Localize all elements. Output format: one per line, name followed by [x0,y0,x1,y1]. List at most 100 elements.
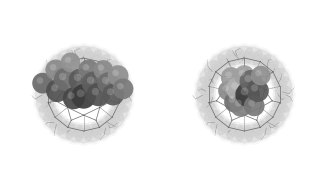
Circle shape [50,64,56,71]
Circle shape [68,92,74,99]
Circle shape [93,124,111,141]
Circle shape [209,53,227,70]
Circle shape [201,95,217,110]
Circle shape [74,74,81,81]
Circle shape [262,119,279,136]
Circle shape [53,115,69,130]
Circle shape [63,87,85,109]
Circle shape [32,73,53,94]
Circle shape [209,109,224,125]
Circle shape [35,85,53,104]
Circle shape [218,121,236,139]
Circle shape [108,112,125,130]
Circle shape [57,121,75,139]
Circle shape [92,54,107,70]
Circle shape [57,50,75,68]
Circle shape [101,53,119,70]
Circle shape [269,102,285,118]
Circle shape [76,123,92,138]
Circle shape [37,67,54,85]
Circle shape [102,84,124,105]
Circle shape [221,54,236,70]
Circle shape [84,52,99,67]
Circle shape [235,125,254,143]
Circle shape [244,75,252,82]
Circle shape [195,85,214,104]
Circle shape [84,122,99,137]
Circle shape [98,115,114,130]
Circle shape [107,88,114,95]
Circle shape [260,54,278,73]
Circle shape [255,70,261,76]
Circle shape [229,96,235,103]
Circle shape [204,102,219,118]
Circle shape [274,67,291,85]
Circle shape [252,54,268,70]
Circle shape [111,79,127,94]
Circle shape [57,48,74,65]
Circle shape [251,66,271,85]
Circle shape [69,69,92,92]
Circle shape [50,116,68,135]
Circle shape [234,65,255,86]
Circle shape [93,48,111,65]
Circle shape [34,95,51,113]
Circle shape [49,53,66,70]
Circle shape [53,59,69,74]
Circle shape [93,60,113,80]
Circle shape [97,72,119,94]
Circle shape [116,95,133,113]
Circle shape [98,59,114,74]
Circle shape [265,109,280,125]
Circle shape [203,112,220,130]
Circle shape [45,60,66,80]
Circle shape [196,77,215,95]
Circle shape [82,71,105,95]
Circle shape [37,77,43,84]
Circle shape [87,77,94,84]
Circle shape [66,45,83,62]
Circle shape [54,68,77,91]
Circle shape [251,84,258,91]
Circle shape [48,64,63,80]
Circle shape [75,128,92,146]
Circle shape [199,103,218,121]
Circle shape [275,85,293,104]
Circle shape [266,61,284,79]
Circle shape [66,127,83,144]
Circle shape [44,110,62,128]
Circle shape [204,110,222,128]
Circle shape [34,76,51,94]
Circle shape [246,79,269,102]
Circle shape [222,85,229,91]
Circle shape [252,119,268,135]
Circle shape [224,92,245,112]
Circle shape [196,94,215,112]
Circle shape [83,124,102,142]
Circle shape [201,79,217,94]
Circle shape [84,127,102,144]
Circle shape [66,124,84,142]
Circle shape [226,45,244,62]
Circle shape [113,67,131,85]
Circle shape [113,94,132,112]
Circle shape [274,77,292,95]
Circle shape [217,48,235,65]
Circle shape [42,112,59,130]
Circle shape [203,59,220,77]
Circle shape [226,77,250,101]
Circle shape [226,47,245,65]
Circle shape [101,119,119,136]
Circle shape [259,115,275,130]
Circle shape [76,51,92,66]
Circle shape [106,61,124,79]
Circle shape [225,72,232,78]
Circle shape [272,79,287,94]
Circle shape [92,50,110,68]
Circle shape [244,47,262,65]
Circle shape [41,79,56,94]
Circle shape [43,102,59,118]
Circle shape [66,47,84,65]
Circle shape [65,57,71,63]
Circle shape [36,94,54,112]
